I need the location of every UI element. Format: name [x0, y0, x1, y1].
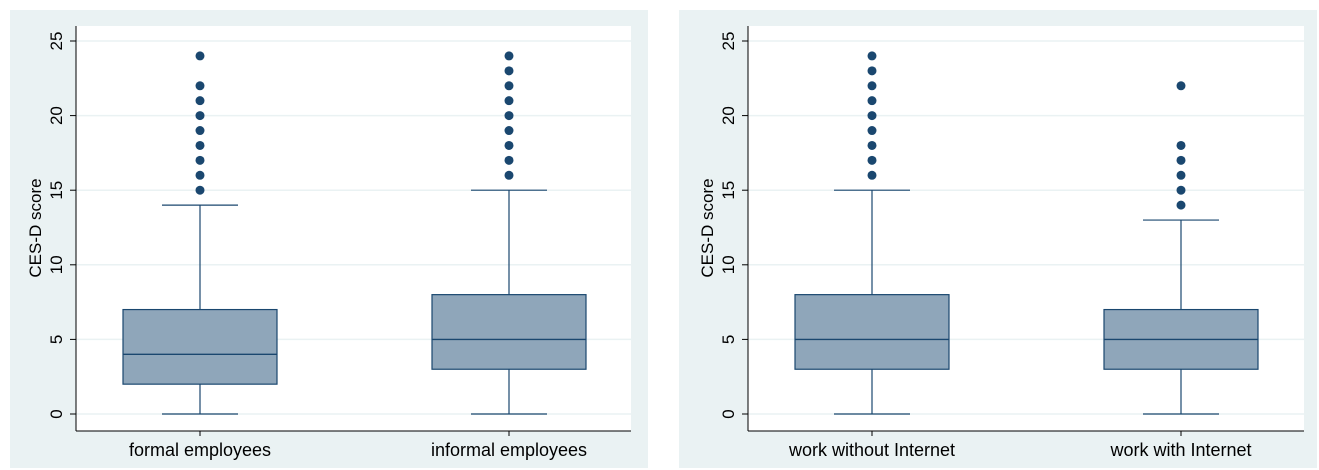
panel-2-plot-area	[748, 26, 1304, 431]
iqr-box	[122, 308, 278, 385]
outlier-point	[1176, 170, 1186, 180]
outlier-point	[504, 51, 514, 61]
y-tick-label: 25	[47, 32, 66, 51]
outlier-point	[1176, 155, 1186, 165]
y-tick-label: 15	[47, 181, 66, 200]
outlier-point	[195, 155, 205, 165]
outlier-point	[867, 81, 877, 91]
outlier-point	[195, 51, 205, 61]
x-category-label: work without Internet	[788, 440, 955, 460]
outlier-point	[504, 66, 514, 76]
outlier-point	[504, 96, 514, 106]
iqr-box	[431, 294, 587, 370]
y-tick-label: 10	[719, 255, 738, 274]
outlier-point	[195, 170, 205, 180]
outlier-point	[504, 170, 514, 180]
outlier-point	[867, 126, 877, 136]
panel-1-axes: 0 5 10 15 20 25 formal employees informal emplo…	[47, 26, 631, 460]
outlier-point	[504, 140, 514, 150]
outlier-point	[504, 126, 514, 136]
outlier-point	[195, 140, 205, 150]
y-tick-label: 5	[47, 335, 66, 344]
panel-1-y-axis-title: CES-D score	[26, 178, 45, 277]
outlier-point	[867, 155, 877, 165]
panel-2-axes: 0 5 10 15 20 25 work without Internet work with…	[719, 26, 1304, 460]
outlier-point	[867, 111, 877, 121]
outlier-point	[1176, 140, 1186, 150]
y-tick-label: 10	[47, 255, 66, 274]
outlier-point	[195, 81, 205, 91]
outlier-point	[867, 140, 877, 150]
x-category-label: informal employees	[431, 440, 587, 460]
chart-panel-2: 0 5 10 15 20 25 work without Internet work with…	[679, 10, 1317, 468]
outlier-point	[195, 185, 205, 195]
outlier-point	[195, 111, 205, 121]
x-category-label: work with Internet	[1109, 440, 1251, 460]
outlier-point	[195, 96, 205, 106]
outlier-point	[867, 66, 877, 76]
y-tick-label: 20	[719, 106, 738, 125]
outlier-point	[867, 170, 877, 180]
outlier-point	[867, 96, 877, 106]
outlier-point	[195, 126, 205, 136]
outlier-point	[1176, 81, 1186, 91]
panel-2-boxes	[794, 51, 1259, 415]
y-tick-label: 5	[719, 335, 738, 344]
outlier-point	[504, 81, 514, 91]
chart-panel-1: 0 5 10 15 20 25 formal employees informal emplo…	[10, 10, 648, 468]
box-1	[122, 51, 278, 415]
outlier-point	[504, 155, 514, 165]
iqr-box	[794, 294, 950, 370]
box-1	[794, 51, 950, 415]
y-tick-label: 0	[47, 409, 66, 418]
outlier-point	[1176, 185, 1186, 195]
outlier-point	[1176, 200, 1186, 210]
box-2	[1103, 81, 1259, 415]
box-2	[431, 51, 587, 415]
y-tick-label: 15	[719, 181, 738, 200]
outlier-point	[867, 51, 877, 61]
outlier-point	[504, 111, 514, 121]
y-tick-label: 25	[719, 32, 738, 51]
panel-2-y-axis-title: CES-D score	[698, 178, 717, 277]
panel-1-boxes	[122, 51, 587, 415]
y-tick-label: 20	[47, 106, 66, 125]
x-category-label: formal employees	[129, 440, 271, 460]
y-tick-label: 0	[719, 409, 738, 418]
